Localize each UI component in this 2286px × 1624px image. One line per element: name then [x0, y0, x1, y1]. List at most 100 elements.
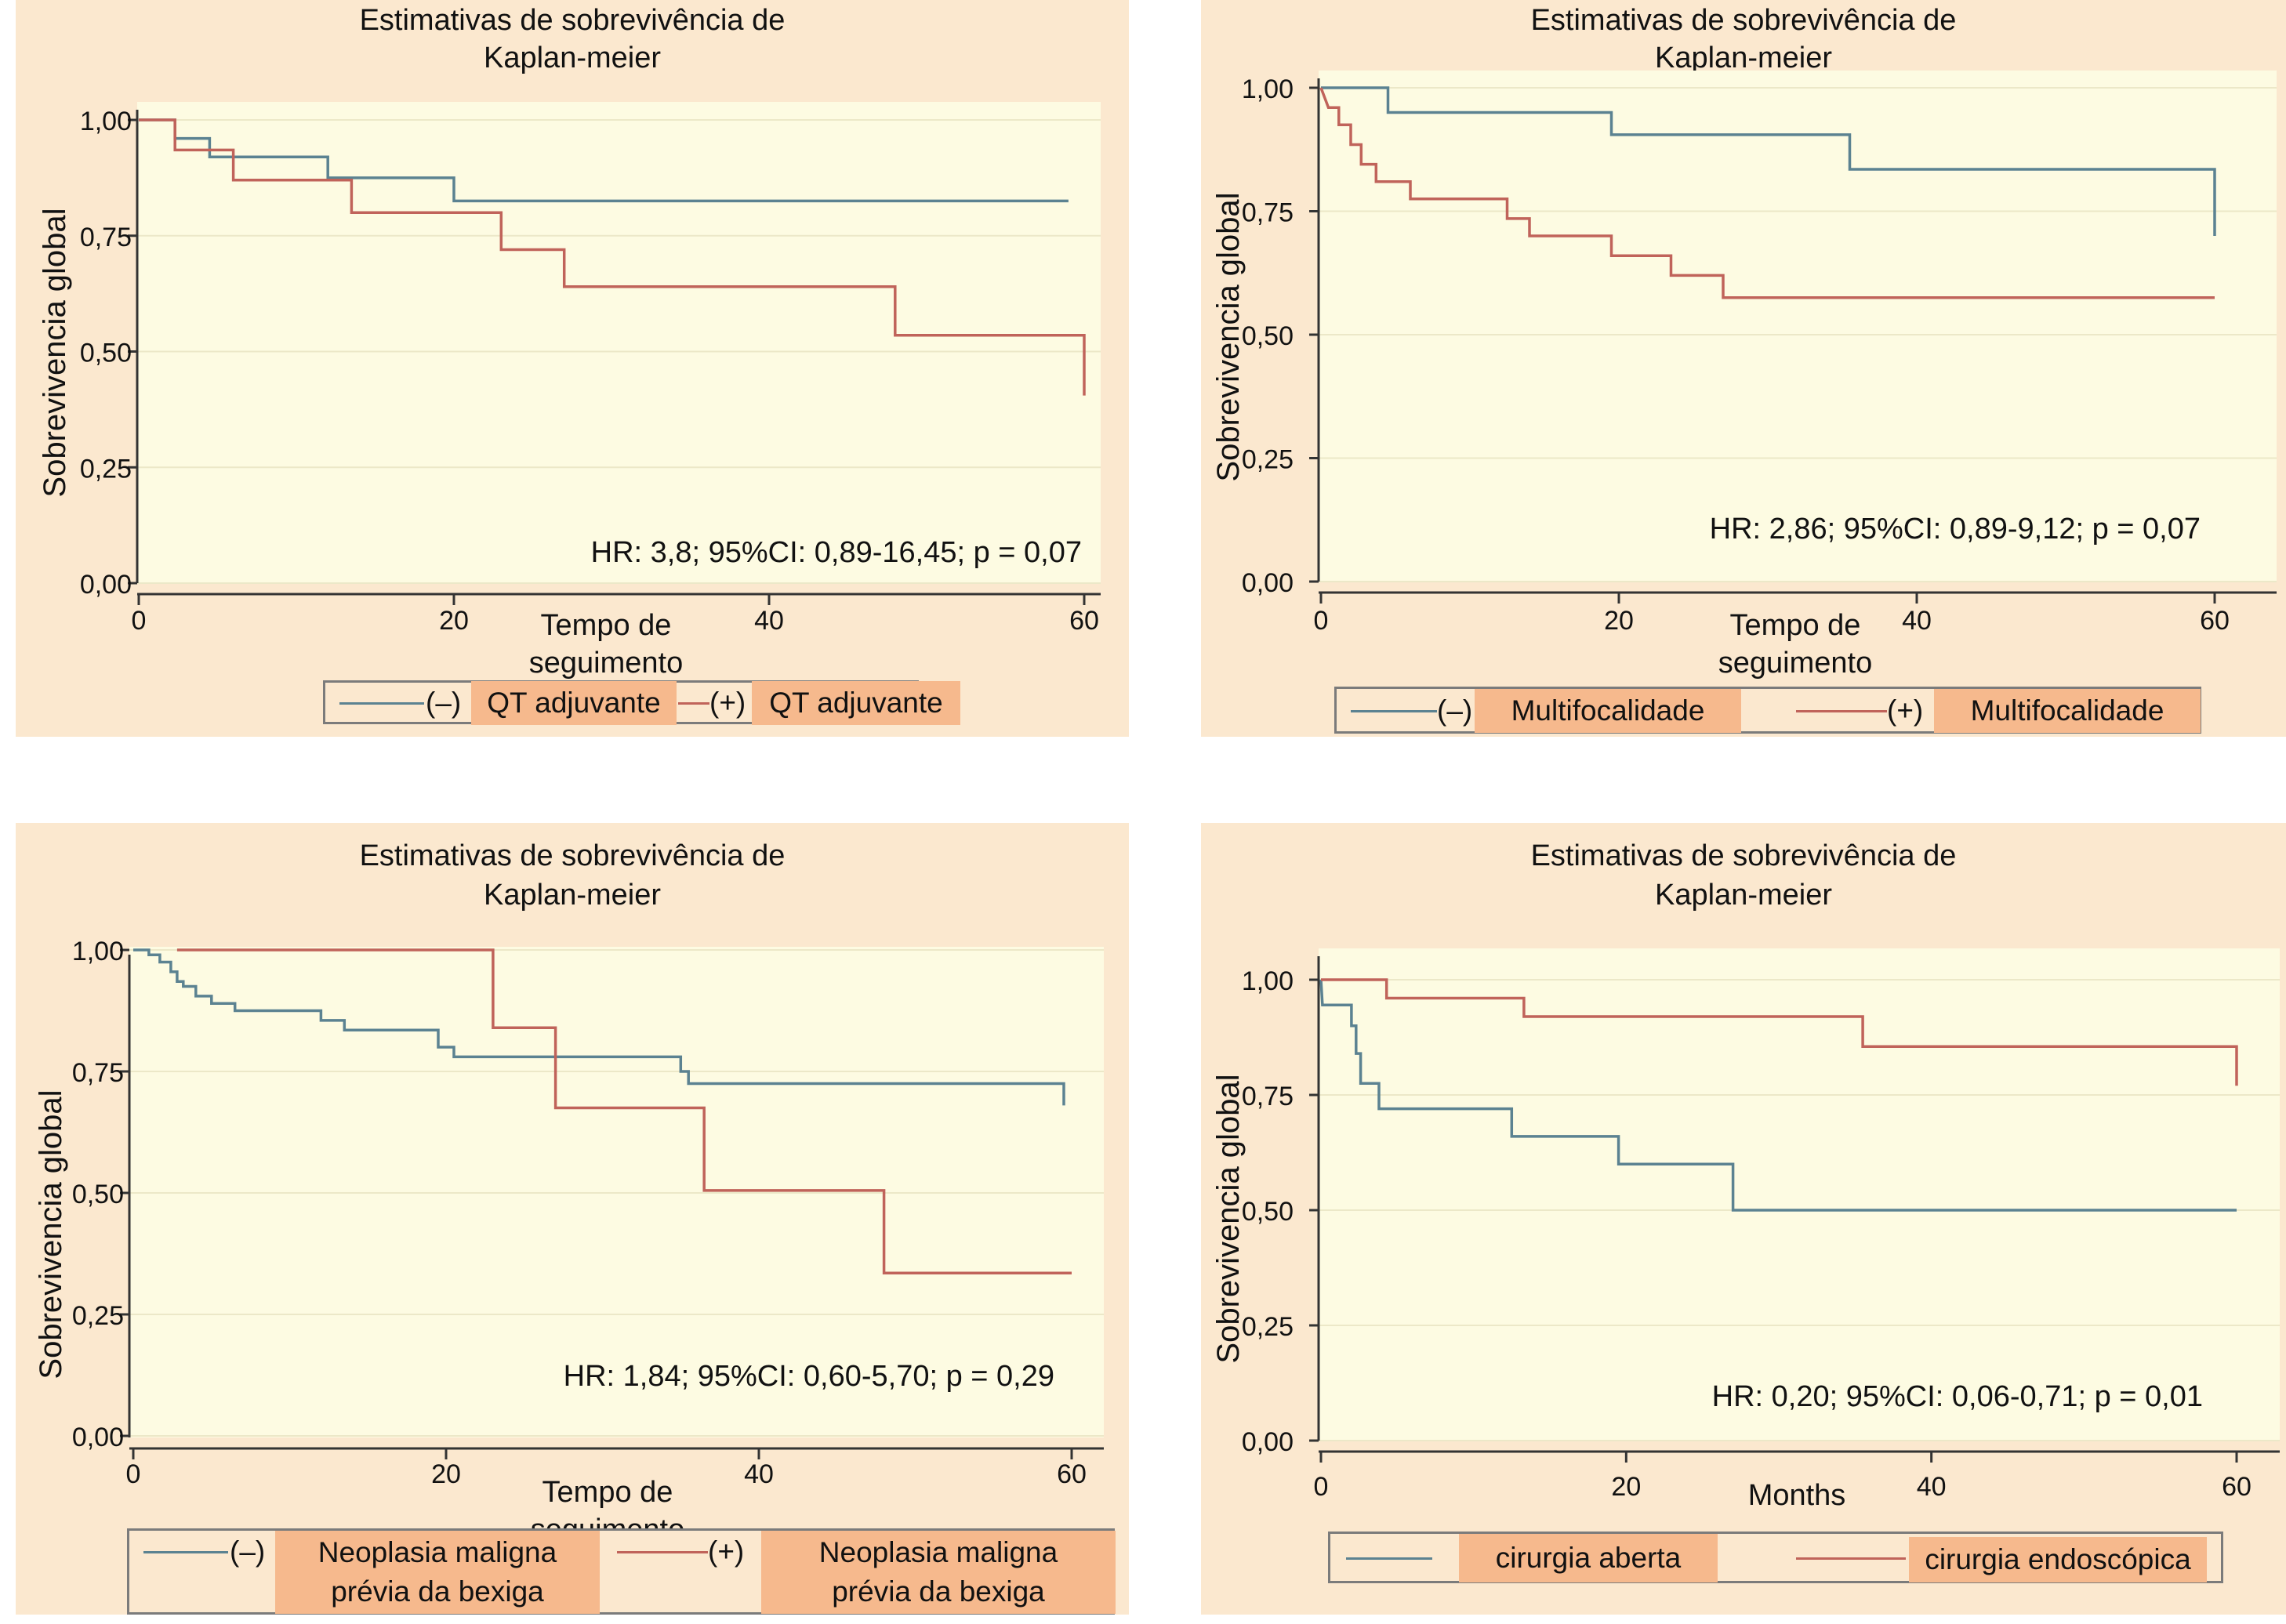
y-tick-label: 0,00	[1242, 568, 1294, 598]
chart-title-line2: Kaplan-meier	[484, 42, 661, 74]
legend-neg-line	[1351, 710, 1437, 712]
legend-pos-label-line1: Neoplasia maligna	[818, 1536, 1058, 1568]
x-tick-label: 40	[1902, 606, 1932, 636]
chart-panel-3: Estimativas de sobrevivência de Kaplan-m…	[16, 823, 1129, 1615]
chart-panel-1: Estimativas de sobrevivência de Kaplan-m…	[16, 0, 1129, 737]
legend-neg-label: Multifocalidade	[1475, 689, 1741, 733]
legend-neg-sign: (–)	[1437, 694, 1473, 727]
legend: (–) Multifocalidade (+) Multifocalidade	[1334, 687, 2201, 734]
legend-pos-line	[1796, 710, 1887, 712]
series-line-pos	[1321, 978, 2238, 1086]
km-chart-1: 0,00 0,25 0,50 0,75 1,00 0 20 40 60 Sobrevivencia…	[38, 102, 1101, 680]
x-axis-label-line1: Tempo de	[542, 1476, 673, 1509]
x-tick-label: 60	[2222, 1472, 2252, 1502]
x-tick-label: 60	[1069, 606, 1099, 636]
y-axis-label: Sobrevivencia global	[38, 208, 72, 497]
y-tick-label: 0,25	[1242, 445, 1294, 475]
legend-neg-label: cirurgia aberta	[1459, 1534, 1718, 1582]
hr-annotation: HR: 3,8; 95%CI: 0,89-16,45; p = 0,07	[591, 536, 1082, 569]
y-tick-label: 0,25	[1242, 1312, 1294, 1342]
y-tick-label: 1,00	[80, 107, 132, 136]
series-line-pos	[176, 948, 1072, 1275]
x-axis-label-line2: seguimento	[529, 647, 683, 680]
series-line-neg	[1319, 979, 2237, 1212]
legend-neg-sign: (–)	[426, 687, 462, 719]
x-axis-label: Months	[1748, 1479, 1846, 1512]
legend-pos-line	[617, 1551, 708, 1553]
series-line-pos	[139, 118, 1086, 396]
legend-pos-sign: (+)	[709, 687, 746, 719]
x-axis-label-line1: Tempo de	[541, 609, 672, 642]
legend-pos-label: Multifocalidade	[1934, 689, 2201, 733]
chart-panel-2: Estimativas de sobrevivência de Kaplan-m…	[1201, 0, 2286, 737]
series-line-neg	[133, 948, 1065, 1106]
plot-area	[1319, 71, 2277, 582]
x-tick-label: 20	[1604, 606, 1634, 636]
y-tick-label: 0,50	[1242, 321, 1294, 351]
y-tick-label: 0,00	[1242, 1427, 1294, 1457]
legend-neg-line	[143, 1551, 228, 1553]
legend-pos-label-line2: prévia da bexiga	[832, 1575, 1045, 1608]
y-tick-label: 0,00	[80, 570, 132, 600]
y-tick-label: 0,25	[80, 454, 132, 484]
legend-neg-label-line2: prévia da bexiga	[331, 1575, 544, 1608]
chart-title-line1: Estimativas de sobrevivência de	[1530, 4, 1957, 37]
chart-panel-4: Estimativas de sobrevivência de Kaplan-m…	[1201, 823, 2286, 1615]
chart-title-line2: Kaplan-meier	[1655, 879, 1832, 912]
legend-pos-line	[1796, 1557, 1906, 1560]
legend-neg-label: Neoplasia maligna prévia da bexiga	[275, 1531, 600, 1614]
hr-annotation: HR: 1,84; 95%CI: 0,60-5,70; p = 0,29	[564, 1360, 1054, 1393]
x-tick-label: 0	[1314, 1472, 1329, 1502]
y-tick-label: 0,50	[72, 1180, 124, 1209]
y-tick-label: 0,25	[72, 1301, 124, 1331]
legend-neg-label-line1: Neoplasia maligna	[318, 1536, 557, 1568]
legend-neg-line	[1346, 1557, 1432, 1560]
legend-neg-line	[339, 702, 424, 705]
y-tick-label: 0,75	[72, 1058, 124, 1088]
legend: (–) Neoplasia maligna prévia da bexiga (…	[127, 1528, 1116, 1615]
series-line-pos	[1319, 87, 2215, 299]
x-tick-label: 60	[2200, 606, 2230, 636]
x-tick-label: 0	[1314, 606, 1329, 636]
km-chart-3: 0,00 0,25 0,50 0,75 1,00 0 20 40 60 Sobrevivencia…	[34, 937, 1104, 1546]
y-tick-label: 1,00	[1242, 966, 1294, 996]
x-tick-label: 60	[1057, 1459, 1087, 1489]
x-axis-label-line2: seguimento	[1718, 647, 1872, 680]
y-axis-label: Sobrevivencia global	[1211, 1074, 1246, 1363]
y-tick-label: 0,75	[1242, 1082, 1294, 1111]
legend: (–) QT adjuvante (+) QT adjuvante	[323, 680, 960, 725]
plot-area	[1319, 948, 2280, 1441]
km-chart-4: 0,00 0,25 0,50 0,75 1,00 0 20 40 60 Sobrevivencia…	[1211, 948, 2280, 1512]
chart-title-line1: Estimativas de sobrevivência de	[359, 839, 786, 872]
x-tick-label: 20	[431, 1459, 461, 1489]
x-tick-label: 0	[132, 606, 147, 636]
y-tick-label: 0,75	[1242, 198, 1294, 228]
y-tick-label: 0,50	[80, 339, 132, 368]
plot-area	[137, 102, 1101, 583]
legend-pos-line	[678, 702, 709, 705]
x-tick-label: 0	[126, 1459, 141, 1489]
chart-title-line2: Kaplan-meier	[1655, 42, 1832, 74]
legend-pos-label: cirurgia endoscópica	[1909, 1537, 2207, 1582]
chart-title-line1: Estimativas de sobrevivência de	[1530, 839, 1957, 872]
x-tick-label: 40	[744, 1459, 774, 1489]
hr-annotation: HR: 0,20; 95%CI: 0,06-0,71; p = 0,01	[1712, 1380, 2203, 1413]
legend-pos-label: QT adjuvante	[752, 681, 960, 725]
y-tick-label: 0,50	[1242, 1197, 1294, 1227]
legend-pos-sign: (+)	[1887, 694, 1924, 727]
y-tick-label: 1,00	[1242, 74, 1294, 104]
y-axis-label: Sobrevivencia global	[34, 1089, 68, 1379]
y-axis-label: Sobrevivencia global	[1211, 192, 1246, 481]
chart-title-line2: Kaplan-meier	[484, 879, 661, 912]
legend-pos-sign: (+)	[708, 1535, 745, 1568]
y-tick-label: 0,00	[72, 1423, 124, 1452]
x-tick-label: 40	[1917, 1472, 1947, 1502]
hr-annotation: HR: 2,86; 95%CI: 0,89-9,12; p = 0,07	[1710, 513, 2201, 546]
x-tick-label: 20	[1611, 1472, 1641, 1502]
y-tick-label: 1,00	[72, 937, 124, 966]
y-tick-label: 0,75	[80, 223, 132, 252]
legend-pos-label: Neoplasia maligna prévia da bexiga	[761, 1531, 1116, 1614]
legend: cirurgia aberta cirurgia endoscópica	[1328, 1532, 2223, 1583]
km-chart-2: 0,00 0,25 0,50 0,75 1,00 0 20 40 60 Sobrevivencia…	[1211, 71, 2277, 680]
x-axis-label-line1: Tempo de	[1730, 609, 1861, 642]
